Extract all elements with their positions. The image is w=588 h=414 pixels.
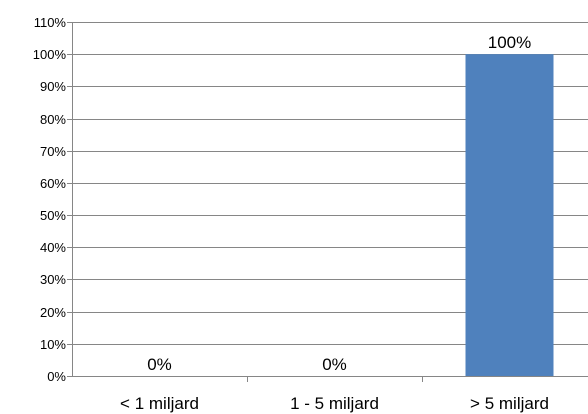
axes: [72, 22, 588, 382]
y-tick-label: 50%: [40, 208, 66, 223]
data-label: 100%: [488, 33, 531, 52]
x-category-label: < 1 miljard: [120, 394, 199, 413]
y-tick-label: 110%: [34, 15, 67, 30]
y-tick-label: 0%: [47, 369, 66, 384]
x-category-label: > 5 miljard: [470, 394, 549, 413]
bars: [465, 54, 554, 376]
y-tick-label: 30%: [40, 272, 66, 287]
y-tick-label: 90%: [40, 79, 66, 94]
y-tick-label: 80%: [40, 112, 66, 127]
data-label: 0%: [147, 355, 172, 374]
data-labels: 0% 0% 100%: [147, 33, 531, 374]
y-tick-label: 60%: [40, 176, 66, 191]
x-axis-category-labels: < 1 miljard 1 - 5 miljard > 5 miljard: [120, 394, 549, 413]
y-tick-label: 40%: [40, 240, 66, 255]
y-tick-label: 70%: [40, 144, 66, 159]
x-category-label: 1 - 5 miljard: [290, 394, 379, 413]
bar: [465, 54, 554, 376]
y-tick-label: 20%: [40, 305, 66, 320]
y-axis-tick-labels: 0% 10% 20% 30% 40% 50% 60% 70% 80% 90% 100% 110%: [33, 15, 67, 384]
y-tick-label: 10%: [40, 337, 66, 352]
y-tick-label: 100%: [33, 47, 67, 62]
data-label: 0%: [322, 355, 347, 374]
